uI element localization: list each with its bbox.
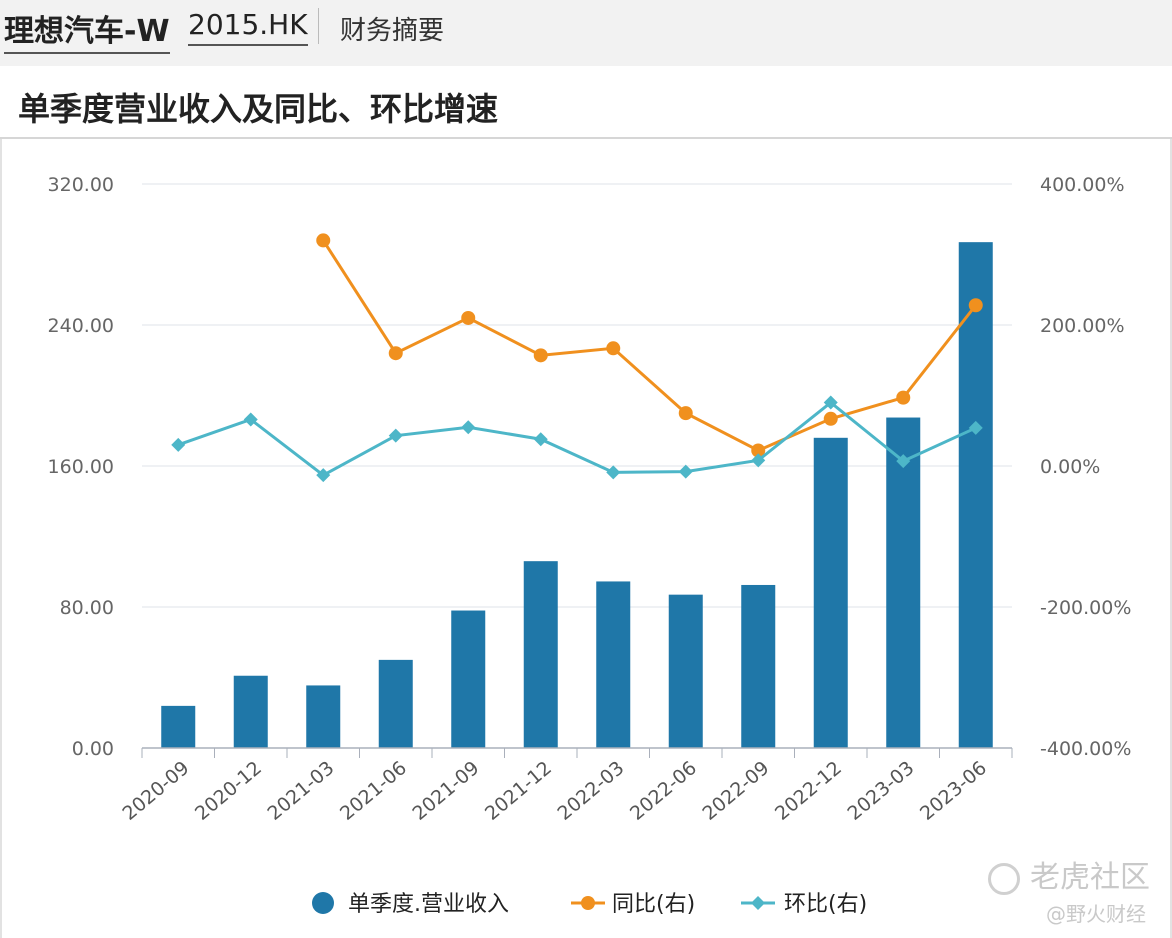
revenue-bar	[813, 437, 848, 748]
left-tick-label: 160.00	[48, 456, 114, 478]
left-tick-label: 320.00	[48, 174, 114, 196]
top-bar: 理想汽车-W 2015.HK 财务摘要	[0, 0, 1172, 66]
x-axis: 2020-092020-122021-032021-062021-092021-…	[119, 747, 1013, 825]
legend-qoq-marker	[751, 896, 765, 910]
line-yoy-point	[388, 346, 403, 361]
tiger-logo-icon	[988, 862, 1020, 895]
line-qoq-point	[678, 464, 693, 479]
qoq-line	[171, 395, 983, 483]
line-qoq-point	[461, 420, 476, 435]
title-divider	[0, 137, 1172, 139]
right-tick-label: 400.00%	[1040, 174, 1125, 196]
line-yoy-path	[321, 239, 977, 453]
revenue-bar	[886, 417, 921, 748]
revenue-bar	[233, 675, 268, 748]
legend-yoy-label: 同比(右)	[612, 892, 695, 917]
panel-border-right	[1170, 139, 1172, 938]
gridlines	[142, 183, 1012, 608]
revenue-bar	[378, 659, 413, 748]
left-tick-label: 0.00	[72, 738, 114, 760]
revenue-bars	[161, 242, 993, 748]
line-qoq-point	[243, 412, 258, 427]
line-qoq-point	[171, 437, 186, 452]
x-tick-label: 2022-12	[771, 757, 846, 825]
line-yoy-point	[533, 348, 548, 363]
x-tick-label: 2023-03	[844, 757, 919, 825]
line-yoy-point	[823, 411, 838, 426]
line-qoq-point	[968, 420, 983, 435]
revenue-bar	[523, 561, 558, 748]
left-tick-label: 240.00	[48, 315, 114, 337]
x-tick-label: 2023-06	[916, 757, 991, 825]
panel-border-left	[0, 139, 2, 938]
x-tick-label: 2022-06	[626, 757, 701, 825]
x-tick-label: 2021-12	[481, 757, 556, 825]
section-label[interactable]: 财务摘要	[340, 16, 445, 46]
x-tick-label: 2021-03	[264, 757, 339, 825]
right-tick-label: -200.00%	[1040, 597, 1131, 619]
x-tick-label: 2021-09	[409, 757, 484, 825]
line-qoq-point	[751, 453, 766, 468]
line-yoy-point	[678, 406, 693, 421]
watermark-brand-text: 老虎社区	[1030, 860, 1150, 895]
legend-bar-marker	[312, 892, 334, 914]
revenue-bar	[596, 581, 631, 748]
legend-bar-label: 单季度.营业收入	[348, 892, 509, 917]
x-tick-label: 2022-09	[699, 757, 774, 825]
x-tick-label: 2021-06	[336, 757, 411, 825]
line-yoy-point	[896, 390, 911, 405]
watermark-brand: 老虎社区	[988, 852, 1150, 896]
revenue-bar	[958, 242, 993, 748]
right-tick-label: -400.00%	[1040, 738, 1131, 760]
chart-title: 单季度营业收入及同比、环比增速	[18, 90, 499, 128]
right-axis-ticks: 400.00% 200.00% 0.00% -200.00% -400.00%	[1040, 174, 1131, 760]
header-divider	[318, 8, 319, 44]
watermark-author: @野火财经	[1046, 902, 1146, 926]
stock-code-link[interactable]: 2015.HK	[188, 8, 308, 46]
x-tick-label: 2022-03	[554, 757, 629, 825]
line-qoq-point	[823, 395, 838, 410]
revenue-bar	[741, 584, 776, 748]
revenue-bar	[161, 705, 196, 748]
revenue-bar	[668, 594, 703, 748]
x-tick-label: 2020-09	[119, 757, 194, 825]
x-tick-label: 2020-12	[191, 757, 266, 825]
line-yoy-point	[316, 233, 331, 248]
legend-yoy-marker	[581, 896, 595, 910]
left-axis-ticks: 320.00 240.00 160.00 80.00 0.00	[48, 174, 114, 760]
right-tick-label: 200.00%	[1040, 315, 1125, 337]
line-yoy-point	[968, 298, 983, 313]
legend-qoq-label: 环比(右)	[784, 892, 867, 917]
line-yoy-point	[606, 341, 621, 356]
line-qoq-point	[316, 468, 331, 483]
line-qoq-point	[896, 454, 911, 469]
line-qoq-point	[533, 432, 548, 447]
yoy-line	[316, 233, 983, 458]
revenue-bar	[306, 685, 341, 748]
line-yoy-point	[461, 310, 476, 325]
stock-name-link[interactable]: 理想汽车-W	[4, 6, 170, 54]
line-qoq-path	[177, 400, 977, 477]
left-tick-label: 80.00	[60, 597, 114, 619]
line-yoy-point	[751, 443, 766, 458]
revenue-bar	[451, 610, 486, 748]
line-qoq-point	[388, 428, 403, 443]
right-tick-label: 0.00%	[1040, 456, 1100, 478]
line-qoq-point	[606, 465, 621, 480]
legend: 单季度.营业收入 同比(右) 环比(右)	[312, 892, 867, 917]
